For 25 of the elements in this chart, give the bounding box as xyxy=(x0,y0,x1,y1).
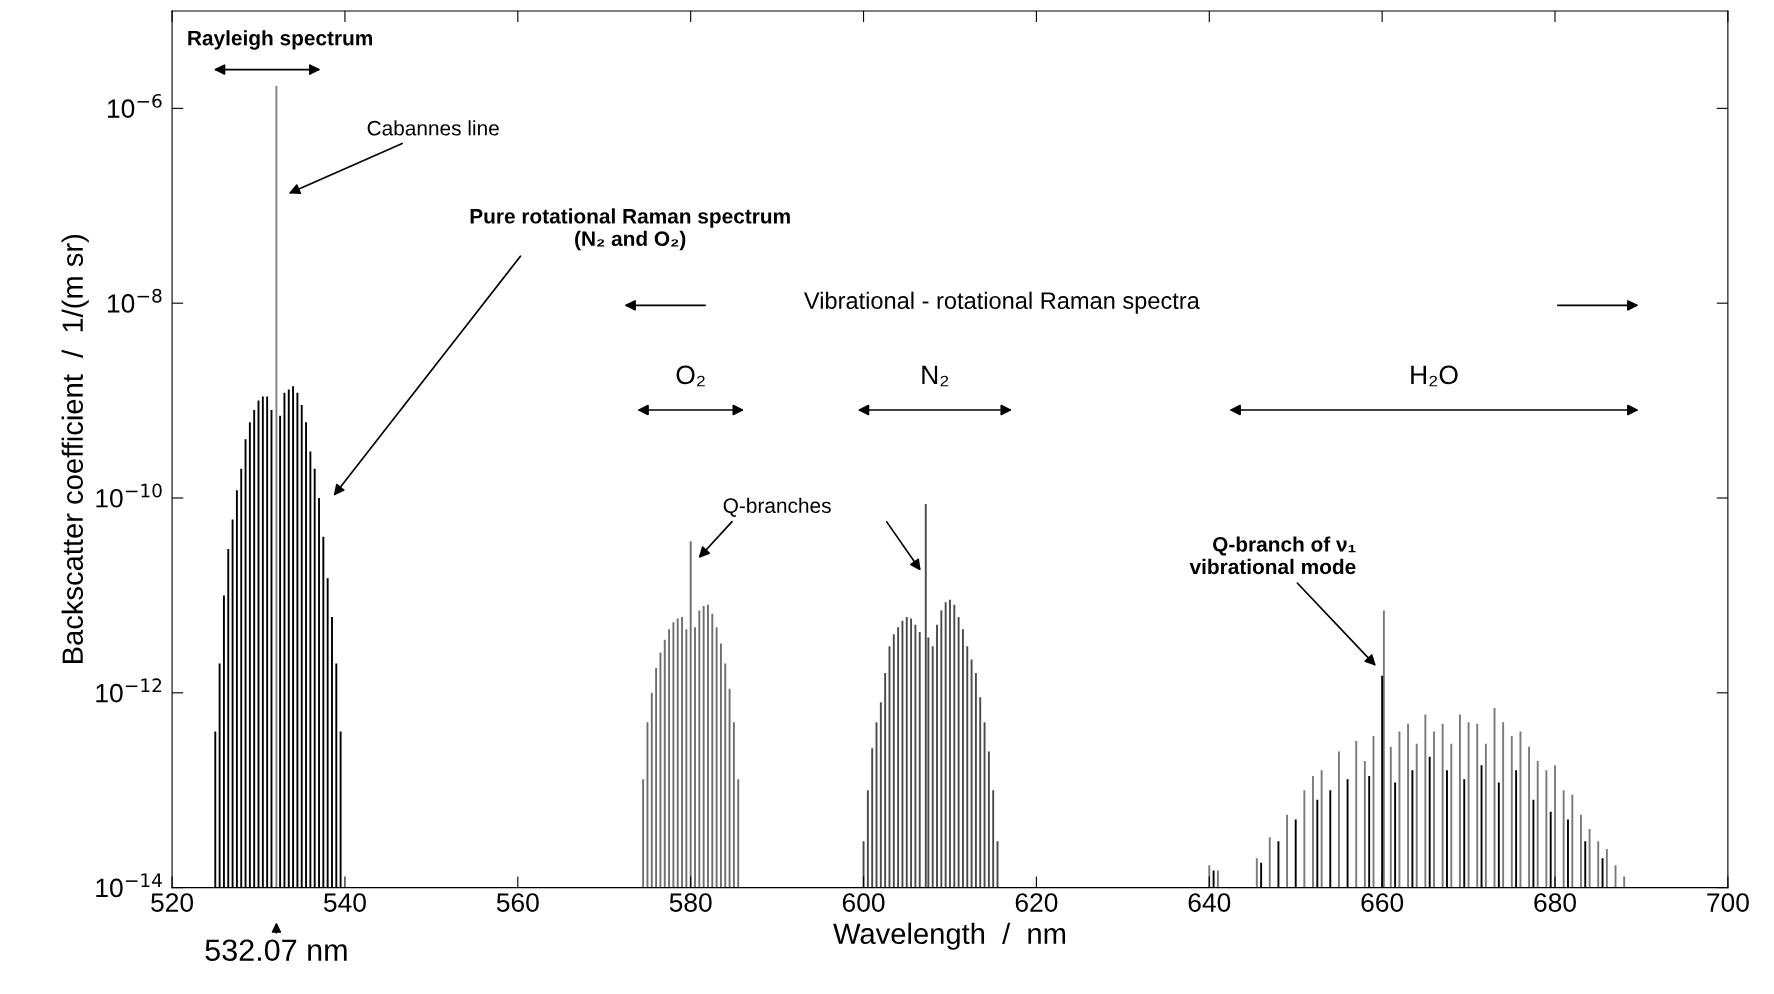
annotation: Pure rotational Raman spectrum (N₂ and O₂) xyxy=(470,208,790,251)
x-tick-label: 580 xyxy=(669,893,712,912)
text: 532.07 nm xyxy=(205,939,347,962)
y-tick-label: 10$^{−8}$ xyxy=(107,288,162,313)
annotation: Vibrational - rotational Raman spectra xyxy=(803,291,1200,314)
annotation: Cabannes line xyxy=(367,120,499,136)
x-tick-label: 640 xyxy=(1188,893,1231,912)
x-tick-label: 660 xyxy=(1361,893,1404,912)
y-tick-label: 10$^{−6}$ xyxy=(107,93,162,118)
x-tick-label: 700 xyxy=(1707,893,1749,912)
x-tick-label: 620 xyxy=(1015,893,1058,912)
annotation: O₂ xyxy=(676,365,705,387)
y-tick-label: 10$^{−12}$ xyxy=(96,678,162,703)
y-tick-label: 10$^{−10}$ xyxy=(96,483,162,508)
x-tick-label: 560 xyxy=(496,893,539,912)
annotation: H₂O xyxy=(1411,365,1458,387)
x-tick-label: 600 xyxy=(842,893,885,912)
x-tick-label: 680 xyxy=(1534,893,1576,912)
annotation: N₂ xyxy=(922,365,949,387)
y-axis-title: Backscatter coefficient / 1/(m sr) xyxy=(61,234,89,664)
annotation: Q-branches xyxy=(723,497,831,517)
annotation: Rayleigh spectrum xyxy=(188,30,373,50)
x-axis-title: Wavelength / nm xyxy=(833,922,1066,950)
x-tick-label: 540 xyxy=(323,893,366,912)
annotation: Q-branch of ν₁ vibrational mode xyxy=(1189,536,1356,575)
